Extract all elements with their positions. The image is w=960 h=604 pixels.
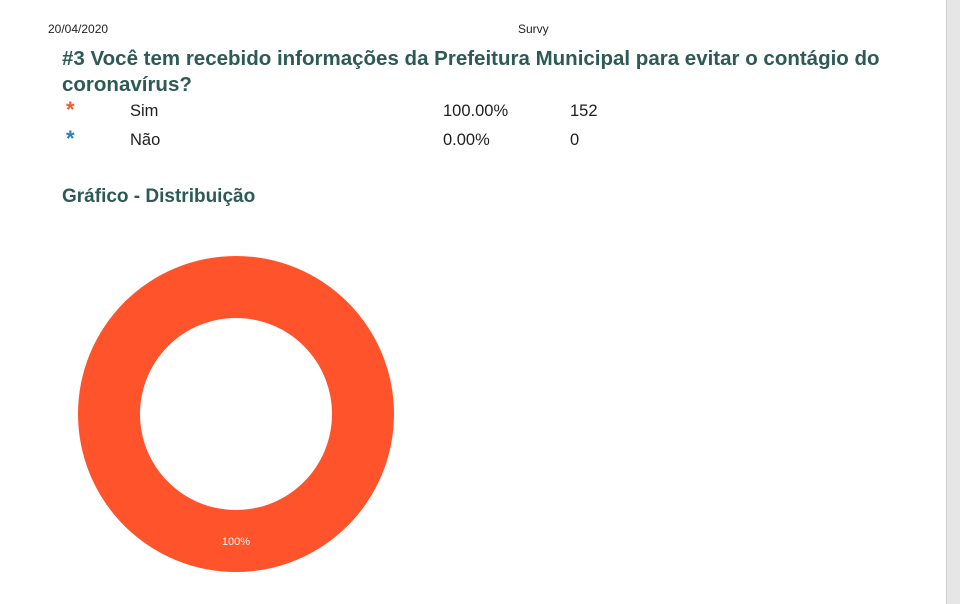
app-name: Survy xyxy=(518,22,549,36)
question-title: #3 Você tem recebido informações da Pref… xyxy=(62,47,880,96)
donut-chart-svg: 100% xyxy=(78,256,394,572)
answer-percent: 100.00% xyxy=(443,102,509,120)
answer-label: Sim xyxy=(130,102,159,120)
asterisk-icon: * xyxy=(66,97,75,122)
answer-count: 0 xyxy=(570,131,580,149)
answer-row-nao: * Não 0.00% 0 xyxy=(62,127,662,156)
donut-chart: 100% xyxy=(70,250,402,580)
answer-percent: 0.00% xyxy=(443,131,490,149)
answer-count: 152 xyxy=(570,102,598,120)
answer-row-sim: * Sim 100.00% 152 xyxy=(62,98,662,127)
answer-table: * Sim 100.00% 152 * Não 0.00% 0 xyxy=(62,98,662,156)
chart-title: Gráfico - Distribuição xyxy=(62,186,256,207)
donut-slice-sim xyxy=(78,256,394,572)
answer-label: Não xyxy=(130,131,161,149)
slice-percent-label: 100% xyxy=(222,536,250,548)
asterisk-icon: * xyxy=(66,126,75,151)
report-date: 20/04/2020 xyxy=(48,22,109,36)
